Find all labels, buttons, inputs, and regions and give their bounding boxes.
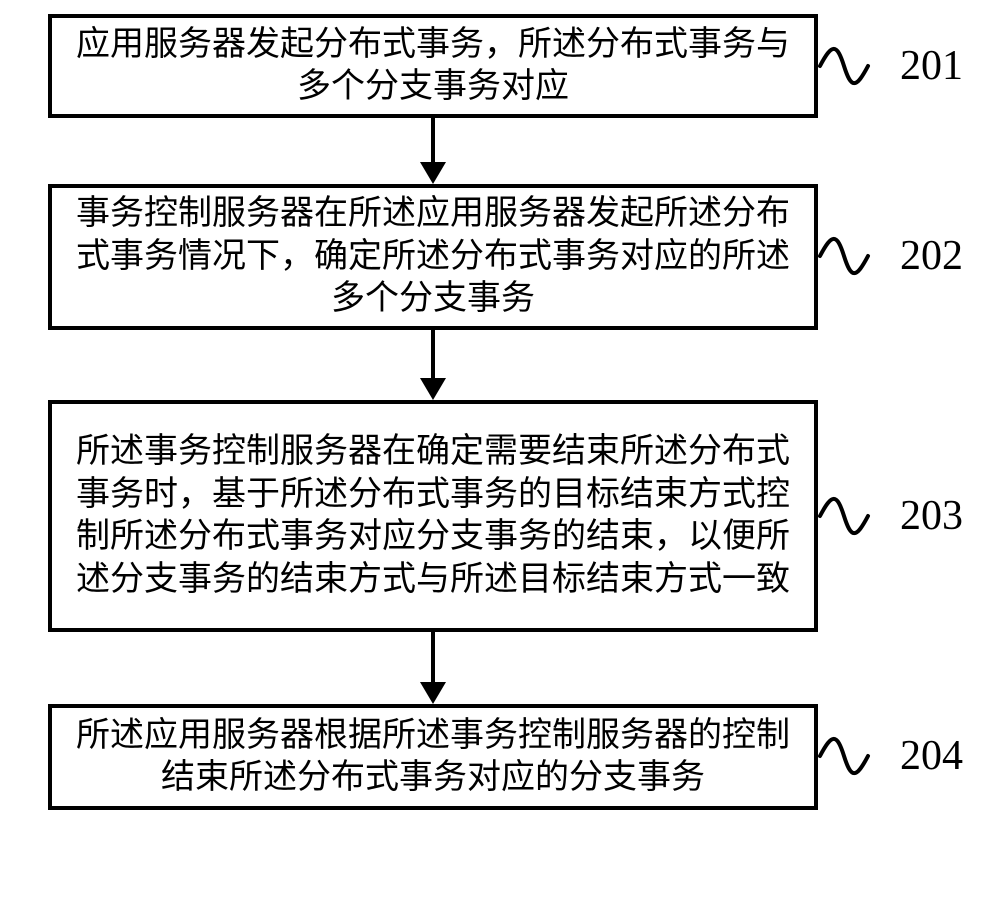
arrow-head-201-202 — [420, 162, 446, 184]
step-label-204: 204 — [900, 732, 963, 780]
arrow-shaft-203-204 — [431, 632, 435, 684]
step-label-203: 203 — [900, 492, 963, 540]
step-curve-203 — [820, 486, 868, 546]
step-text-202: 事务控制服务器在所述应用服务器发起所述分布式事务情况下，确定所述分布式事务对应的… — [52, 189, 814, 325]
step-box-203: 所述事务控制服务器在确定需要结束所述分布式事务时，基于所述分布式事务的目标结束方… — [48, 400, 818, 632]
flowchart-stage: 应用服务器发起分布式事务，所述分布式事务与多个分支事务对应 201 事务控制服务器在… — [0, 0, 1000, 906]
step-text-201: 应用服务器发起分布式事务，所述分布式事务与多个分支事务对应 — [52, 20, 814, 113]
step-curve-201 — [820, 36, 868, 96]
step-box-202: 事务控制服务器在所述应用服务器发起所述分布式事务情况下，确定所述分布式事务对应的… — [48, 184, 818, 330]
step-box-201: 应用服务器发起分布式事务，所述分布式事务与多个分支事务对应 — [48, 14, 818, 118]
arrow-shaft-202-203 — [431, 330, 435, 380]
arrow-shaft-201-202 — [431, 118, 435, 164]
step-label-202: 202 — [900, 232, 963, 280]
step-text-203: 所述事务控制服务器在确定需要结束所述分布式事务时，基于所述分布式事务的目标结束方… — [52, 427, 814, 605]
arrow-head-203-204 — [420, 682, 446, 704]
step-curve-202 — [820, 226, 868, 286]
step-text-204: 所述应用服务器根据所述事务控制服务器的控制结束所述分布式事务对应的分支事务 — [52, 711, 814, 804]
step-curve-204 — [820, 726, 868, 786]
arrow-head-202-203 — [420, 378, 446, 400]
step-label-201: 201 — [900, 42, 963, 90]
step-box-204: 所述应用服务器根据所述事务控制服务器的控制结束所述分布式事务对应的分支事务 — [48, 704, 818, 810]
